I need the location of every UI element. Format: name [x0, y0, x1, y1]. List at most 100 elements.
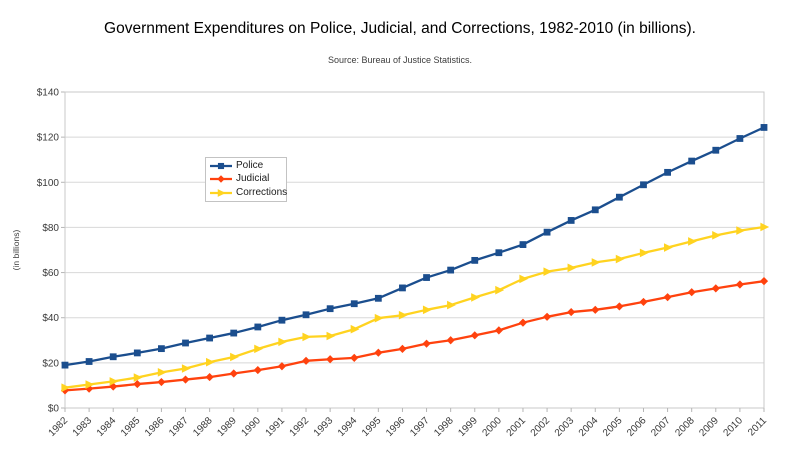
data-point-diamond [374, 348, 383, 357]
data-point-triangle [688, 237, 697, 246]
data-point-diamond [446, 336, 455, 345]
legend-item-police: Police [209, 159, 286, 172]
y-tick-label: $60 [42, 268, 59, 279]
x-tick-label: 1990 [239, 415, 263, 439]
data-point-square [254, 323, 262, 331]
y-tick-label: $80 [42, 223, 59, 234]
data-point-diamond [157, 377, 166, 387]
data-point-square [85, 358, 93, 365]
x-tick-label: 1994 [336, 415, 360, 439]
data-point-square [567, 217, 575, 224]
y-tick-label: $120 [37, 133, 60, 144]
data-point-diamond [301, 356, 311, 365]
x-tick-label: 2009 [697, 415, 721, 439]
judicial-series-marker-icon [210, 175, 232, 184]
x-tick-label: 2011 [746, 415, 769, 438]
data-point-triangle [109, 377, 119, 386]
data-point-triangle [61, 383, 71, 392]
legend-label-judicial: Judicial [236, 173, 270, 185]
data-point-diamond [567, 307, 576, 317]
data-point-square [158, 345, 165, 353]
data-point-diamond [181, 375, 190, 384]
data-point-square [217, 162, 225, 169]
data-point-square [182, 339, 189, 347]
data-point-diamond [542, 312, 552, 321]
data-point-diamond [735, 280, 744, 289]
data-point-triangle [663, 243, 673, 252]
x-tick-label: 2000 [480, 415, 504, 439]
data-point-diamond [518, 318, 528, 327]
data-point-triangle [519, 274, 529, 284]
y-axis-title: (in billions) [11, 230, 21, 271]
data-point-triangle [278, 337, 288, 347]
data-point-diamond [687, 288, 696, 297]
x-tick-label: 1991 [264, 415, 288, 439]
x-tick-label: 1995 [360, 415, 384, 439]
data-point-diamond [277, 362, 287, 371]
x-tick-label: 1996 [384, 415, 408, 439]
data-point-diamond [229, 369, 238, 378]
data-point-square [61, 361, 69, 369]
data-point-diamond [422, 339, 431, 348]
data-point-square [399, 284, 406, 292]
x-tick-label: 2005 [601, 415, 625, 439]
data-point-triangle [639, 248, 649, 258]
data-point-triangle [712, 231, 721, 240]
chart-title: Government Expenditures on Police, Judic… [104, 20, 696, 37]
data-point-square [278, 316, 286, 324]
x-tick-label: 1999 [456, 415, 480, 439]
data-point-square [615, 193, 623, 201]
data-point-diamond [470, 331, 479, 340]
data-point-diamond [326, 355, 335, 364]
data-point-triangle [157, 368, 167, 377]
x-tick-label: 1987 [167, 415, 191, 439]
chart-subtitle: Source: Bureau of Justice Statistics. [327, 55, 473, 65]
legend-item-judicial: Judicial [209, 173, 286, 186]
x-tick-label: 1993 [312, 415, 336, 439]
data-point-triangle [422, 305, 432, 315]
x-axis-labels: 1982 1983 1984 1985 1986 1987 1988 1989 1990 1991… [47, 408, 769, 439]
data-point-triangle [615, 254, 625, 264]
series-line-police [63, 126, 766, 367]
x-tick-label: 1983 [71, 415, 95, 439]
x-tick-label: 1992 [288, 415, 312, 439]
y-tick-label: $140 [37, 88, 60, 99]
data-point-triangle [374, 313, 384, 323]
data-point-triangle [567, 263, 577, 273]
data-point-diamond [591, 305, 600, 314]
x-tick-label: 2004 [577, 415, 601, 439]
y-tick-label: $0 [48, 404, 60, 415]
x-tick-label: 2007 [649, 415, 673, 439]
data-point-square [519, 241, 527, 248]
x-tick-label: 1998 [432, 415, 456, 439]
data-point-diamond [615, 302, 624, 311]
data-point-square [133, 349, 141, 357]
series-police [61, 124, 768, 369]
data-point-triangle [133, 373, 143, 382]
x-tick-label: 2002 [529, 415, 553, 439]
data-point-triangle [254, 344, 264, 354]
data-point-square [230, 329, 238, 337]
data-point-diamond [759, 277, 769, 286]
data-point-square [760, 124, 768, 131]
data-point-square [495, 249, 503, 257]
data-point-triangle [760, 222, 770, 232]
data-point-diamond [350, 353, 359, 362]
data-point-square [447, 266, 455, 274]
x-tick-label: 2001 [505, 415, 529, 439]
data-point-square [206, 334, 214, 342]
data-point-square [712, 146, 720, 154]
data-point-square [664, 168, 671, 176]
x-tick-label: 2006 [625, 415, 649, 439]
x-tick-label: 2008 [673, 415, 697, 439]
data-point-triangle [206, 357, 215, 367]
data-point-square [543, 228, 551, 236]
y-axis-labels: $0 $20 $40 $60 $80 $100 $120 $140 [37, 88, 60, 415]
data-point-triangle [543, 267, 553, 276]
series-judicial [60, 277, 769, 395]
data-point-diamond [133, 379, 142, 389]
x-tick-label: 2010 [722, 415, 746, 439]
data-point-square [109, 353, 117, 361]
x-tick-label: 1985 [119, 415, 143, 439]
